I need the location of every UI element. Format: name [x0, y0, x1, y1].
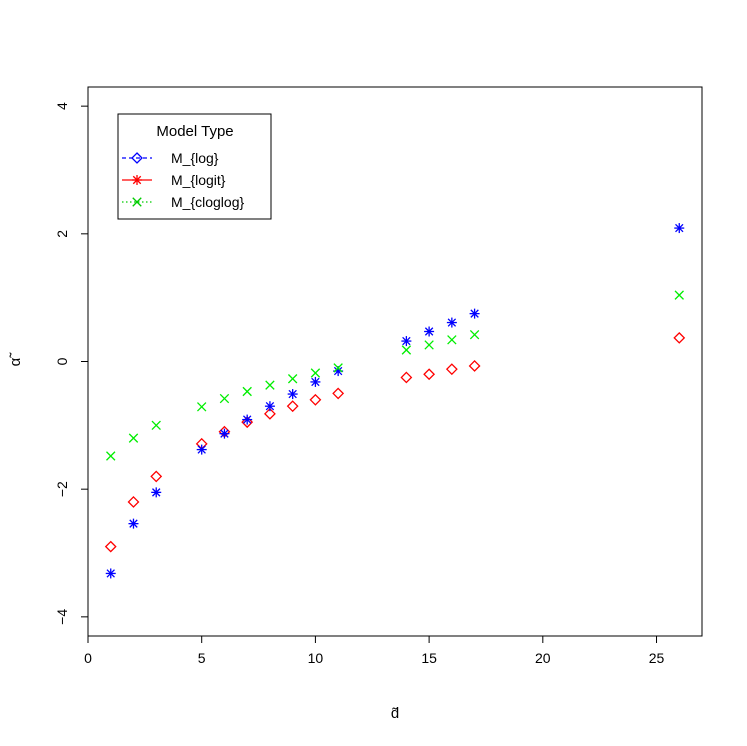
- data-point: [264, 407, 276, 420]
- data-point: [401, 345, 412, 355]
- legend: Model Type M_{log} M_{logit} M_{cloglog}: [117, 113, 272, 220]
- data-point: [401, 336, 412, 347]
- y-axis-label: α̃: [7, 352, 24, 367]
- legend-marker: [131, 152, 143, 164]
- data-point: [105, 568, 116, 579]
- x-tick-label: 25: [649, 650, 665, 666]
- data-point: [424, 326, 435, 337]
- series-2: [106, 290, 684, 461]
- data-point: [242, 414, 253, 425]
- x-tick-label: 20: [535, 650, 551, 666]
- data-point: [309, 393, 322, 406]
- y-tick-label: 4: [54, 102, 70, 110]
- y-tick-label: −2: [54, 481, 70, 497]
- legend-marker: [132, 175, 142, 185]
- data-point: [332, 387, 345, 400]
- x-axis: 0 5 10 15 20 25: [84, 635, 665, 666]
- data-point: [196, 402, 207, 412]
- y-tick-label: 2: [54, 230, 70, 238]
- data-point: [310, 368, 321, 378]
- data-point: [241, 416, 254, 429]
- data-point: [196, 444, 207, 455]
- legend-entries: M_{log} M_{logit} M_{cloglog}: [122, 150, 244, 210]
- data-points: [104, 223, 686, 579]
- data-point: [445, 363, 458, 376]
- legend-marker: [132, 197, 142, 207]
- data-point: [265, 380, 275, 390]
- data-point: [151, 487, 162, 498]
- data-point: [424, 340, 434, 350]
- data-point: [128, 518, 139, 529]
- data-point: [446, 317, 457, 328]
- data-point: [423, 368, 436, 381]
- data-point: [447, 335, 457, 345]
- data-point: [674, 223, 685, 234]
- data-point: [469, 329, 480, 340]
- x-axis-label: d̃: [391, 705, 399, 722]
- legend-entry: M_{cloglog}: [122, 194, 244, 210]
- data-point: [310, 376, 321, 387]
- legend-title: Model Type: [156, 123, 233, 140]
- legend-label: M_{log}: [171, 150, 219, 166]
- data-point: [674, 290, 684, 300]
- data-point: [128, 433, 139, 443]
- data-point: [127, 496, 140, 508]
- data-point: [150, 470, 163, 483]
- data-point: [469, 308, 480, 319]
- legend-label: M_{cloglog}: [171, 194, 244, 210]
- data-point: [151, 420, 161, 431]
- y-tick-label: 0: [54, 357, 70, 365]
- legend-entry: M_{logit}: [122, 172, 226, 188]
- x-tick-label: 0: [84, 650, 92, 666]
- data-point: [333, 363, 343, 373]
- data-point: [287, 374, 298, 384]
- series-1: [105, 223, 685, 579]
- data-point: [673, 331, 686, 344]
- legend-entry: M_{log}: [122, 150, 219, 166]
- legend-label: M_{logit}: [171, 172, 226, 188]
- data-point: [104, 540, 117, 553]
- y-tick-label: −4: [54, 609, 70, 625]
- data-point: [106, 451, 116, 461]
- data-point: [242, 386, 252, 397]
- data-point: [468, 360, 481, 372]
- data-point: [286, 400, 299, 413]
- x-tick-label: 10: [308, 650, 324, 666]
- series-0: [104, 331, 686, 553]
- data-point: [219, 428, 230, 439]
- data-point: [264, 401, 275, 412]
- data-point: [219, 393, 230, 404]
- data-point: [400, 371, 413, 384]
- y-axis: −4 −2 0 2 4: [54, 102, 89, 625]
- data-point: [287, 389, 298, 400]
- x-tick-label: 15: [421, 650, 437, 666]
- x-tick-label: 5: [198, 650, 206, 666]
